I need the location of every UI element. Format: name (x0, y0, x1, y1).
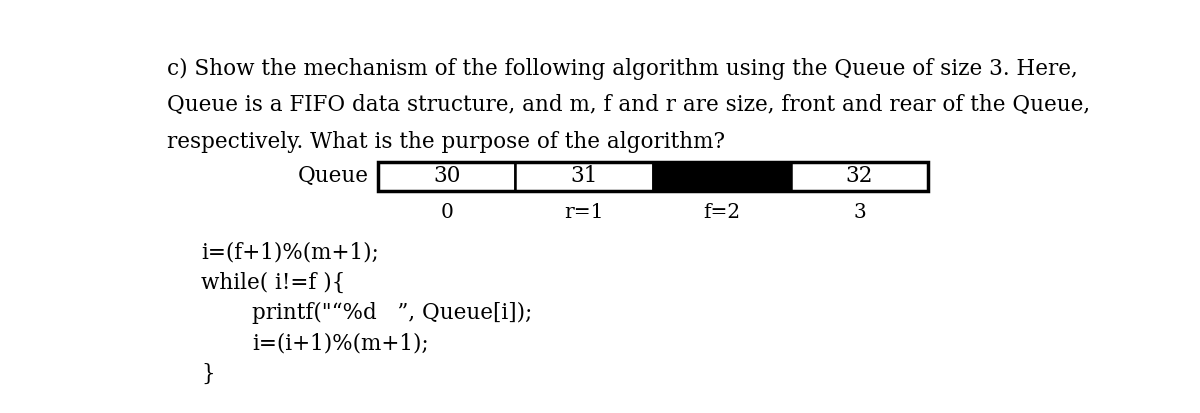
Text: Queue is a FIFO data structure, and m, f and r are size, front and rear of the Q: Queue is a FIFO data structure, and m, f… (167, 94, 1090, 116)
Text: 32: 32 (846, 166, 874, 188)
Text: f=2: f=2 (703, 203, 740, 222)
Bar (516, 162, 653, 191)
Text: }: } (202, 363, 215, 385)
Text: r=1: r=1 (564, 203, 604, 222)
Text: i=(f+1)%(m+1);: i=(f+1)%(m+1); (202, 242, 379, 264)
Text: 3: 3 (853, 203, 866, 222)
Text: Queue: Queue (298, 166, 368, 188)
Bar (653, 162, 791, 191)
Text: c) Show the mechanism of the following algorithm using the Queue of size 3. Here: c) Show the mechanism of the following a… (167, 57, 1078, 80)
Text: respectively. What is the purpose of the algorithm?: respectively. What is the purpose of the… (167, 131, 725, 153)
Text: while( i!=f ){: while( i!=f ){ (202, 272, 346, 294)
Bar (378, 162, 929, 191)
Text: 0: 0 (440, 203, 454, 222)
Text: i=(i+1)%(m+1);: i=(i+1)%(m+1); (252, 332, 428, 355)
Text: printf("“%d   ”, Queue[i]);: printf("“%d ”, Queue[i]); (252, 302, 533, 325)
Text: 31: 31 (571, 166, 598, 188)
Bar (378, 162, 516, 191)
Text: 30: 30 (433, 166, 461, 188)
Bar (791, 162, 929, 191)
